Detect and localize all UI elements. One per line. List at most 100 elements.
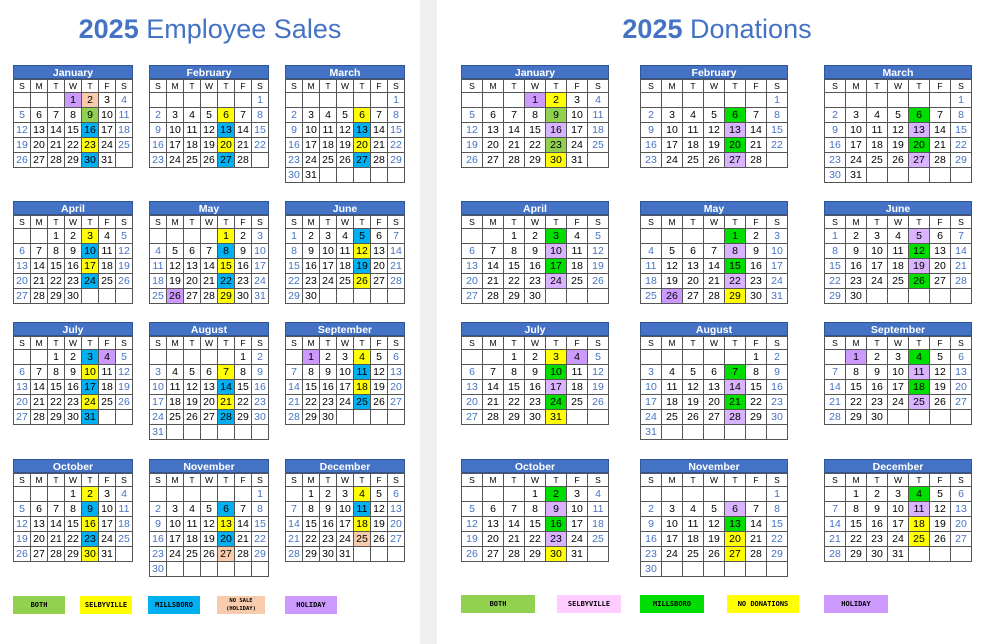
day-cell[interactable]: 24 [82, 395, 99, 410]
day-cell[interactable]: 20 [483, 532, 504, 547]
day-cell[interactable]: 22 [767, 532, 788, 547]
day-cell[interactable]: 22 [48, 274, 65, 289]
day-cell[interactable]: 5 [354, 229, 371, 244]
day-cell[interactable]: 9 [150, 123, 167, 138]
day-cell[interactable]: 30 [286, 168, 303, 183]
day-cell[interactable]: 26 [167, 289, 184, 304]
day-cell[interactable]: 8 [504, 365, 525, 380]
day-cell[interactable]: 14 [483, 259, 504, 274]
day-cell[interactable]: 18 [588, 123, 609, 138]
day-cell[interactable]: 21 [746, 532, 767, 547]
day-cell[interactable]: 2 [846, 229, 867, 244]
day-cell[interactable]: 26 [588, 395, 609, 410]
day-cell[interactable]: 28 [235, 153, 252, 168]
day-cell[interactable]: 17 [167, 532, 184, 547]
day-cell[interactable]: 12 [888, 123, 909, 138]
day-cell[interactable]: 30 [867, 410, 888, 425]
day-cell[interactable]: 9 [746, 244, 767, 259]
day-cell[interactable]: 27 [388, 532, 405, 547]
day-cell[interactable]: 15 [525, 123, 546, 138]
day-cell[interactable]: 30 [767, 410, 788, 425]
day-cell[interactable]: 21 [31, 395, 48, 410]
day-cell[interactable]: 29 [286, 289, 303, 304]
day-cell[interactable]: 5 [704, 502, 725, 517]
day-cell[interactable]: 31 [99, 153, 116, 168]
day-cell[interactable]: 16 [767, 380, 788, 395]
day-cell[interactable]: 6 [951, 487, 972, 502]
day-cell[interactable]: 15 [388, 123, 405, 138]
day-cell[interactable]: 29 [504, 289, 525, 304]
day-cell[interactable]: 4 [909, 350, 930, 365]
day-cell[interactable]: 13 [704, 380, 725, 395]
day-cell[interactable]: 11 [683, 517, 704, 532]
day-cell[interactable]: 12 [201, 123, 218, 138]
day-cell[interactable]: 6 [462, 244, 483, 259]
day-cell[interactable]: 6 [218, 502, 235, 517]
day-cell[interactable]: 6 [14, 244, 31, 259]
day-cell[interactable]: 7 [483, 244, 504, 259]
day-cell[interactable]: 10 [337, 365, 354, 380]
day-cell[interactable]: 16 [150, 138, 167, 153]
day-cell[interactable]: 13 [951, 502, 972, 517]
day-cell[interactable]: 19 [909, 259, 930, 274]
day-cell[interactable]: 19 [184, 395, 201, 410]
day-cell[interactable]: 6 [388, 487, 405, 502]
day-cell[interactable]: 24 [546, 395, 567, 410]
day-cell[interactable]: 21 [504, 532, 525, 547]
day-cell[interactable]: 8 [525, 108, 546, 123]
day-cell[interactable]: 14 [388, 244, 405, 259]
day-cell[interactable]: 9 [525, 365, 546, 380]
day-cell[interactable]: 11 [567, 365, 588, 380]
day-cell[interactable]: 11 [99, 244, 116, 259]
day-cell[interactable]: 9 [641, 517, 662, 532]
day-cell[interactable]: 9 [65, 365, 82, 380]
day-cell[interactable]: 26 [462, 547, 483, 562]
day-cell[interactable]: 21 [235, 532, 252, 547]
day-cell[interactable]: 16 [303, 259, 320, 274]
day-cell[interactable]: 19 [167, 274, 184, 289]
day-cell[interactable]: 29 [303, 547, 320, 562]
day-cell[interactable]: 9 [546, 108, 567, 123]
day-cell[interactable]: 31 [546, 410, 567, 425]
day-cell[interactable]: 5 [888, 108, 909, 123]
day-cell[interactable]: 5 [588, 350, 609, 365]
day-cell[interactable]: 11 [167, 380, 184, 395]
day-cell[interactable]: 8 [767, 108, 788, 123]
day-cell[interactable]: 23 [82, 532, 99, 547]
day-cell[interactable]: 26 [704, 547, 725, 562]
day-cell[interactable]: 30 [303, 289, 320, 304]
day-cell[interactable]: 29 [388, 153, 405, 168]
day-cell[interactable]: 20 [725, 532, 746, 547]
day-cell[interactable]: 24 [888, 395, 909, 410]
day-cell[interactable]: 27 [725, 547, 746, 562]
day-cell[interactable]: 22 [525, 138, 546, 153]
day-cell[interactable]: 21 [48, 532, 65, 547]
day-cell[interactable]: 2 [150, 108, 167, 123]
day-cell[interactable]: 12 [704, 517, 725, 532]
day-cell[interactable]: 7 [286, 365, 303, 380]
day-cell[interactable]: 3 [767, 229, 788, 244]
day-cell[interactable]: 25 [588, 532, 609, 547]
day-cell[interactable]: 8 [504, 244, 525, 259]
day-cell[interactable]: 8 [286, 244, 303, 259]
day-cell[interactable]: 15 [235, 380, 252, 395]
day-cell[interactable]: 2 [320, 487, 337, 502]
day-cell[interactable]: 23 [235, 274, 252, 289]
day-cell[interactable]: 30 [846, 289, 867, 304]
day-cell[interactable]: 14 [235, 123, 252, 138]
day-cell[interactable]: 14 [504, 517, 525, 532]
day-cell[interactable]: 2 [286, 108, 303, 123]
day-cell[interactable]: 20 [704, 395, 725, 410]
day-cell[interactable]: 18 [662, 395, 683, 410]
day-cell[interactable]: 3 [546, 350, 567, 365]
day-cell[interactable]: 22 [525, 532, 546, 547]
day-cell[interactable]: 12 [354, 244, 371, 259]
day-cell[interactable]: 7 [725, 365, 746, 380]
day-cell[interactable]: 5 [371, 487, 388, 502]
day-cell[interactable]: 23 [320, 395, 337, 410]
day-cell[interactable]: 20 [371, 259, 388, 274]
day-cell[interactable]: 28 [483, 410, 504, 425]
day-cell[interactable]: 4 [567, 229, 588, 244]
day-cell[interactable]: 13 [184, 259, 201, 274]
day-cell[interactable]: 7 [930, 108, 951, 123]
